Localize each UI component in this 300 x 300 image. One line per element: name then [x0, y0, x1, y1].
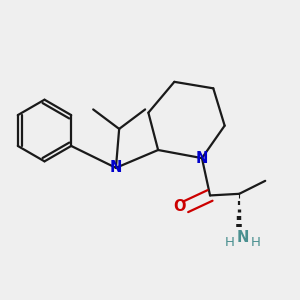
Text: N: N [236, 230, 249, 245]
Text: O: O [174, 199, 186, 214]
Text: H: H [250, 236, 260, 249]
Text: N: N [110, 160, 122, 175]
Text: N: N [196, 151, 208, 166]
Text: H: H [225, 236, 235, 249]
